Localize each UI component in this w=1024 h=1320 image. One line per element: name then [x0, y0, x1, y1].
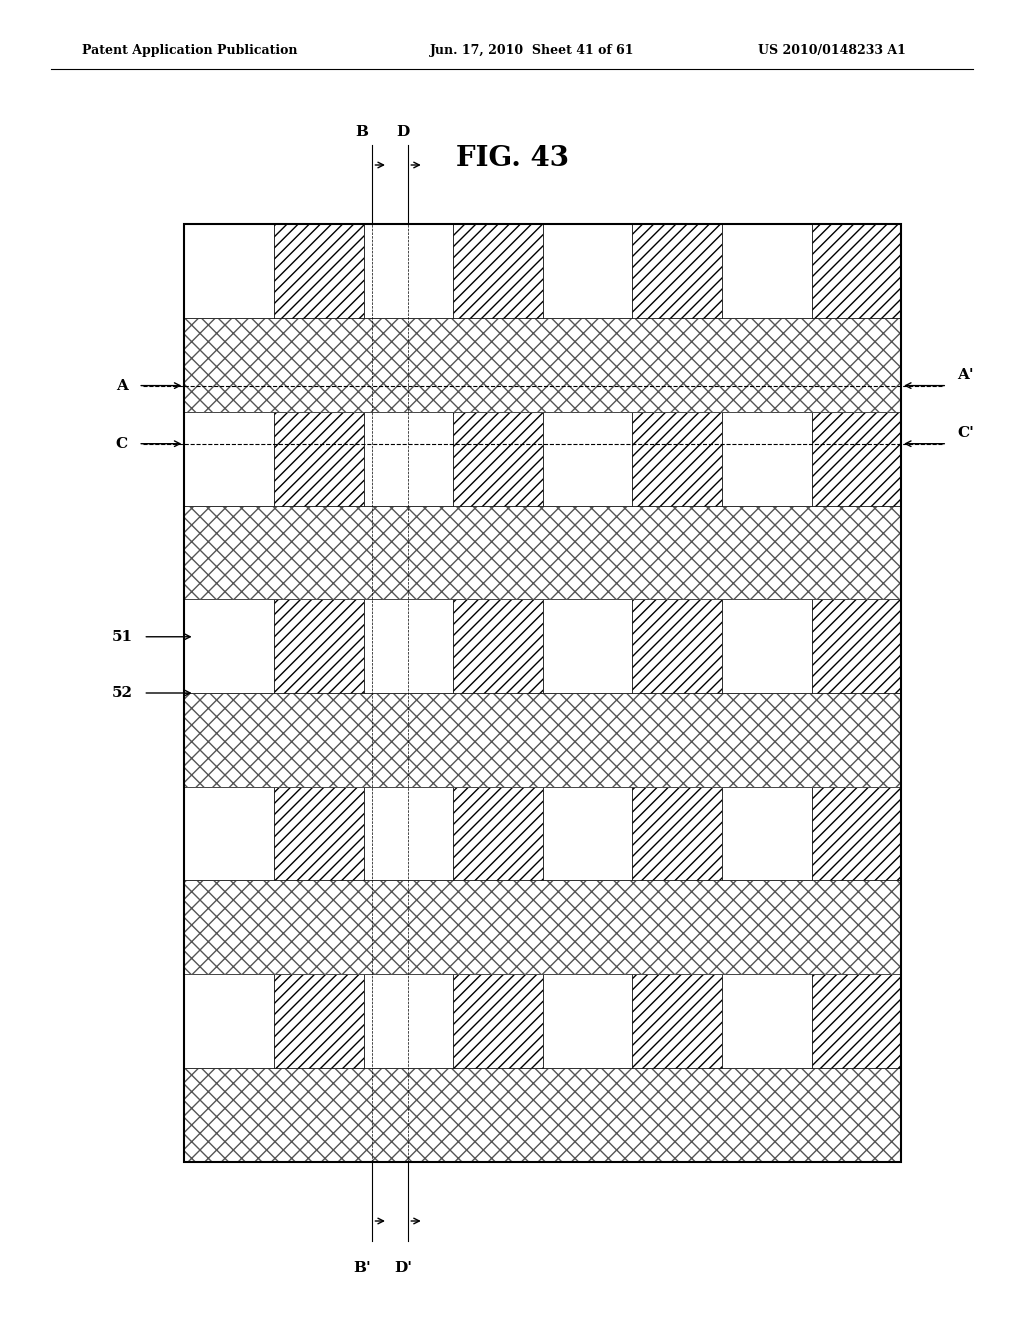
Bar: [722, 787, 811, 880]
Text: Jun. 17, 2010  Sheet 41 of 61: Jun. 17, 2010 Sheet 41 of 61: [430, 44, 635, 57]
Bar: [722, 974, 811, 1068]
Text: A': A': [957, 368, 974, 381]
Bar: [722, 412, 811, 506]
Bar: [273, 974, 364, 1068]
Bar: [273, 224, 364, 318]
Bar: [184, 693, 901, 787]
Text: Patent Application Publication: Patent Application Publication: [82, 44, 297, 57]
Bar: [453, 599, 543, 693]
Bar: [184, 224, 273, 318]
Bar: [632, 787, 722, 880]
Bar: [364, 412, 453, 506]
Bar: [632, 224, 722, 318]
Bar: [184, 880, 901, 974]
Bar: [273, 787, 364, 880]
Bar: [811, 599, 901, 693]
Bar: [453, 787, 543, 880]
Bar: [364, 787, 453, 880]
Bar: [811, 224, 901, 318]
Bar: [543, 599, 633, 693]
Bar: [273, 412, 364, 506]
Bar: [184, 1068, 901, 1162]
Bar: [543, 787, 633, 880]
Bar: [632, 974, 722, 1068]
Bar: [364, 974, 453, 1068]
Text: FIG. 43: FIG. 43: [456, 145, 568, 172]
Bar: [184, 506, 901, 599]
Text: 52: 52: [112, 686, 133, 700]
Bar: [543, 224, 633, 318]
Bar: [184, 880, 901, 974]
Bar: [184, 1068, 901, 1162]
Text: D: D: [396, 124, 410, 139]
Text: B': B': [353, 1261, 371, 1275]
Bar: [184, 412, 273, 506]
Text: 51: 51: [112, 630, 133, 644]
Bar: [184, 974, 273, 1068]
Bar: [543, 974, 633, 1068]
Bar: [722, 224, 811, 318]
Bar: [453, 412, 543, 506]
Bar: [184, 318, 901, 412]
Bar: [184, 224, 901, 1162]
Bar: [364, 599, 453, 693]
Bar: [184, 506, 901, 599]
Bar: [453, 974, 543, 1068]
Bar: [722, 599, 811, 693]
Bar: [184, 599, 273, 693]
Bar: [811, 787, 901, 880]
Text: US 2010/0148233 A1: US 2010/0148233 A1: [758, 44, 905, 57]
Bar: [453, 224, 543, 318]
Text: C': C': [957, 426, 974, 440]
Text: B: B: [355, 124, 369, 139]
Text: D': D': [394, 1261, 413, 1275]
Bar: [632, 599, 722, 693]
Bar: [543, 412, 633, 506]
Bar: [184, 693, 901, 787]
Bar: [273, 599, 364, 693]
Bar: [632, 412, 722, 506]
Bar: [811, 412, 901, 506]
Text: A: A: [116, 379, 128, 392]
Text: C: C: [116, 437, 128, 450]
Bar: [184, 318, 901, 412]
Bar: [364, 224, 453, 318]
Bar: [811, 974, 901, 1068]
Bar: [184, 787, 273, 880]
